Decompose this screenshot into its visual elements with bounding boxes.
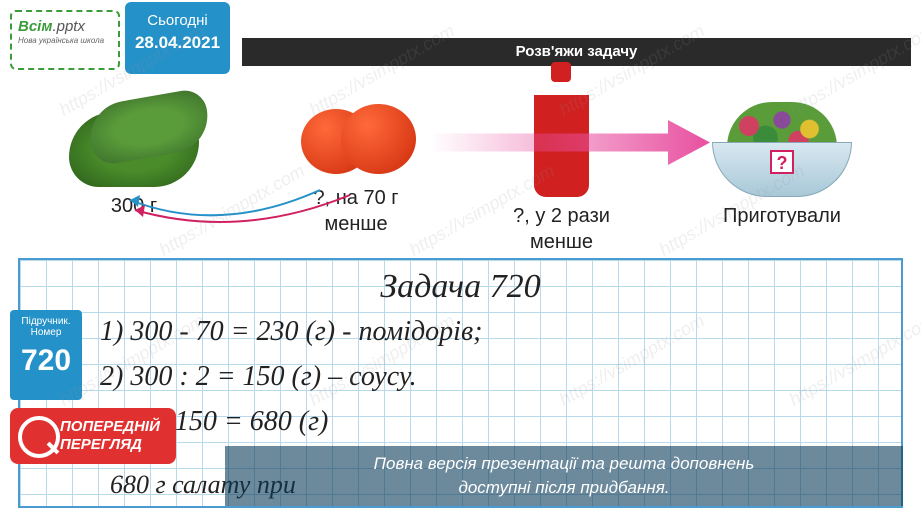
- tomato-icon: [301, 94, 411, 179]
- footer-banner: Повна версія презентації та решта доповн…: [225, 446, 903, 506]
- solution-title: Задача 720: [40, 268, 881, 306]
- question-mark: ?: [770, 150, 794, 174]
- task-header: Розв'яжи задачу: [242, 38, 911, 66]
- textbook-label2: Номер: [12, 327, 80, 338]
- solution-line3: 230 + 150 = 680 (г): [100, 400, 881, 445]
- textbook-number: 720: [12, 344, 80, 378]
- ketchup-item: ?, у 2 рази менше: [513, 77, 610, 255]
- salad-label: Приготували: [712, 203, 852, 229]
- solution-line2: 2) 300 : 2 = 150 (г) – соусу.: [100, 355, 881, 400]
- ketchup-label: ?, у 2 рази менше: [513, 203, 610, 255]
- date-value: 28.04.2021: [125, 33, 230, 53]
- solution-line1: 1) 300 - 70 = 230 (г) - помідорів;: [100, 310, 881, 355]
- date-box: Сьогодні 28.04.2021: [125, 2, 230, 74]
- logo-box: Всім.pptx Нова українська школа: [10, 10, 120, 70]
- preview-badge[interactable]: ПОПЕРЕДНІЙ ПЕРЕГЛЯД: [10, 408, 176, 464]
- footer-line1: Повна версія презентації та решта доповн…: [235, 452, 893, 476]
- salad-icon: ?: [712, 102, 852, 197]
- salad-item: ? Приготували: [712, 102, 852, 229]
- textbook-label1: Підручник.: [12, 316, 80, 327]
- curve-arrows-icon: [120, 185, 360, 245]
- preview-line1: ПОПЕРЕДНІЙ: [60, 418, 160, 436]
- preview-line2: ПЕРЕГЛЯД: [60, 436, 160, 454]
- logo-part2: .pptx: [52, 18, 85, 35]
- textbook-number-box: Підручник. Номер 720: [10, 310, 82, 400]
- cucumber-icon: [69, 112, 199, 187]
- logo-part1: Всім: [18, 18, 52, 35]
- date-label: Сьогодні: [125, 12, 230, 29]
- footer-line2: доступні після придбання.: [235, 476, 893, 500]
- logo-subtitle: Нова українська школа: [18, 36, 112, 45]
